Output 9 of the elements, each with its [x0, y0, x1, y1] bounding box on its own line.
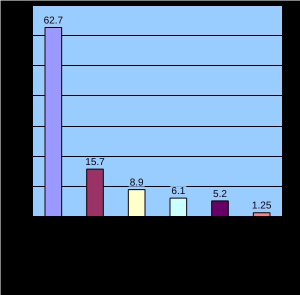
data-label: 8.9: [130, 178, 144, 189]
bar: [170, 198, 188, 216]
bar: [128, 189, 146, 216]
bar: [211, 200, 229, 216]
data-label: 1.25: [252, 200, 272, 212]
data-label: 6.1: [171, 186, 186, 198]
data-label: 15.7: [85, 157, 106, 168]
data-label: 5.2: [213, 188, 228, 200]
data-label: 62.7: [44, 16, 64, 27]
